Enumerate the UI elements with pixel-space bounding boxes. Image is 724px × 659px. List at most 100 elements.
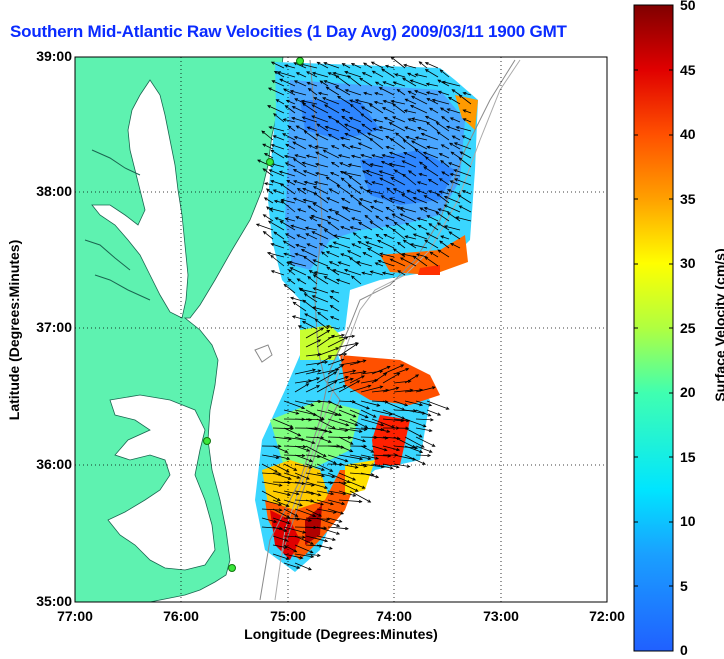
velocity-arrow bbox=[283, 436, 305, 441]
velocity-arrowhead bbox=[344, 123, 348, 127]
velocity-arrow bbox=[371, 454, 391, 457]
velocity-arrow bbox=[417, 189, 428, 195]
velocity-arrow bbox=[288, 269, 296, 276]
velocity-arrow bbox=[413, 197, 428, 204]
velocity-arrowhead bbox=[349, 194, 354, 198]
velocity-arrow bbox=[338, 361, 360, 366]
velocity-arrowhead bbox=[329, 316, 334, 320]
velocity-arrow bbox=[411, 95, 428, 105]
velocity-arrowhead bbox=[354, 342, 359, 347]
velocity-arrowhead bbox=[308, 567, 312, 571]
velocity-arrow bbox=[338, 427, 362, 433]
velocity-arrow bbox=[294, 517, 312, 522]
velocity-arrow bbox=[426, 215, 439, 222]
velocity-arrow bbox=[428, 179, 439, 186]
velocity-arrowhead bbox=[278, 502, 283, 506]
velocity-arrow bbox=[361, 123, 373, 132]
velocity-arrow bbox=[413, 233, 428, 240]
velocity-arrow bbox=[350, 194, 362, 204]
velocity-arrowhead bbox=[344, 459, 349, 463]
velocity-arrowhead bbox=[290, 224, 295, 228]
velocity-arrowhead bbox=[307, 88, 312, 92]
velocity-arrowhead bbox=[273, 231, 278, 235]
velocity-arrowhead bbox=[358, 202, 362, 206]
velocity-arrow bbox=[413, 255, 428, 267]
velocity-arrowhead bbox=[286, 514, 291, 519]
velocity-arrow bbox=[292, 106, 307, 114]
velocity-arrowhead bbox=[266, 206, 270, 210]
velocity-arrow bbox=[382, 364, 404, 375]
velocity-arrow bbox=[269, 126, 285, 132]
velocity-arrow bbox=[341, 144, 351, 150]
velocity-arrow bbox=[363, 92, 373, 96]
velocity-arrow bbox=[307, 205, 318, 213]
velocity-arrowhead bbox=[385, 145, 390, 150]
velocity-arrow bbox=[322, 97, 340, 105]
velocity-arrowhead bbox=[422, 424, 427, 428]
velocity-arrowhead bbox=[315, 133, 320, 137]
velocity-arrowhead bbox=[293, 80, 298, 84]
velocity-arrow bbox=[290, 267, 307, 276]
velocity-arrowhead bbox=[316, 553, 321, 557]
velocity-arrowhead bbox=[334, 75, 339, 79]
velocity-arrowhead bbox=[270, 180, 275, 184]
velocity-arrow bbox=[453, 169, 472, 177]
velocity-arrow bbox=[402, 160, 417, 168]
velocity-arrowhead bbox=[278, 508, 283, 512]
velocity-arrow bbox=[424, 239, 439, 249]
velocity-arrow bbox=[279, 171, 296, 177]
velocity-arrow bbox=[405, 98, 417, 105]
velocity-arrowhead bbox=[380, 195, 385, 199]
velocity-arrow bbox=[444, 225, 461, 231]
velocity-arrowhead bbox=[263, 197, 268, 201]
velocity-arrowhead bbox=[273, 113, 277, 117]
velocity-arrowhead bbox=[290, 426, 295, 431]
velocity-arrowhead bbox=[407, 170, 412, 174]
velocity-arrow bbox=[306, 71, 318, 78]
velocity-arrow bbox=[462, 135, 472, 141]
velocity-arrowhead bbox=[364, 180, 369, 184]
velocity-arrow bbox=[424, 195, 439, 204]
velocity-arrowhead bbox=[451, 89, 456, 93]
velocity-arrowhead bbox=[261, 130, 266, 134]
velocity-arrowhead bbox=[285, 556, 290, 560]
velocity-arrowhead bbox=[402, 139, 407, 143]
velocity-arrow bbox=[360, 463, 384, 468]
velocity-arrowhead bbox=[284, 538, 289, 542]
velocity-arrow bbox=[316, 371, 337, 384]
velocity-arrow bbox=[347, 250, 362, 258]
velocity-arrowhead bbox=[311, 440, 316, 444]
velocity-arrowhead bbox=[330, 491, 335, 496]
velocity-arrowhead bbox=[345, 423, 350, 427]
velocity-arrowhead bbox=[383, 448, 388, 452]
velocity-arrowhead bbox=[274, 217, 279, 221]
velocity-arrow bbox=[316, 517, 340, 527]
velocity-arrow bbox=[283, 553, 303, 559]
velocity-arrow bbox=[316, 400, 332, 403]
velocity-arrow bbox=[338, 343, 358, 357]
velocity-arrowhead bbox=[338, 404, 343, 408]
velocity-arrowhead bbox=[283, 545, 288, 549]
velocity-arrow bbox=[348, 164, 362, 168]
velocity-arrowhead bbox=[439, 69, 444, 73]
velocity-arrow bbox=[359, 186, 373, 195]
velocity-arrowhead bbox=[414, 90, 418, 94]
velocity-arrowhead bbox=[458, 205, 463, 209]
velocity-arrowhead bbox=[317, 224, 321, 228]
velocity-arrow bbox=[393, 454, 416, 461]
velocity-arrowhead bbox=[325, 176, 330, 180]
velocity-arrow bbox=[313, 287, 329, 294]
velocity-arrow bbox=[408, 118, 417, 123]
velocity-arrowhead bbox=[302, 187, 307, 191]
velocity-arrow bbox=[382, 107, 395, 114]
velocity-arrow bbox=[403, 239, 417, 249]
velocity-arrow bbox=[267, 252, 285, 258]
velocity-arrow bbox=[323, 62, 340, 69]
velocity-arrowhead bbox=[279, 78, 284, 82]
velocity-arrow bbox=[416, 253, 428, 258]
velocity-arrow bbox=[460, 151, 472, 159]
velocity-arrow bbox=[403, 152, 417, 159]
velocity-arrowhead bbox=[417, 126, 422, 131]
velocity-arrowhead bbox=[308, 465, 313, 469]
velocity-arrowhead bbox=[292, 169, 297, 173]
